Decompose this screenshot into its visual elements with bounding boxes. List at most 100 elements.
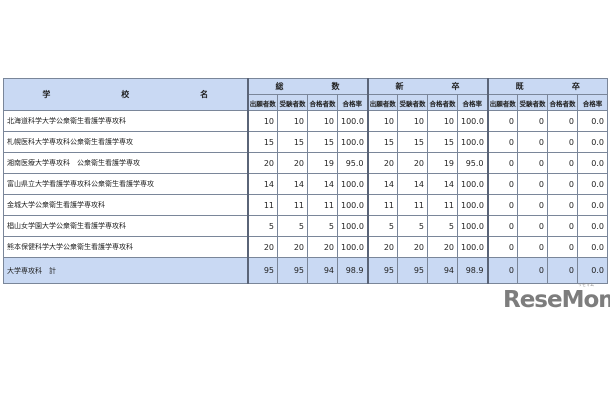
value-cell: 5: [277, 215, 308, 237]
value-cell: 0.0: [577, 194, 608, 216]
value-cell: 95: [397, 257, 428, 284]
value-cell: 14: [366, 173, 398, 195]
value-cell: 100.0: [457, 194, 488, 216]
value-cell: 10: [397, 110, 428, 132]
value-cell: 11: [366, 194, 398, 216]
value-cell: 100.0: [457, 110, 488, 132]
school-name: 湘南医療大学専攻科 公衆衛生看護学専攻: [3, 152, 248, 174]
subcolumn-header: 受験者数: [517, 94, 548, 111]
value-cell: 19: [427, 152, 458, 174]
subcolumn-header: 合格者数: [427, 94, 458, 111]
total-row: 大学専攻科 計 95 95 94 98.9 95 95 94 98.9 0 0 0 0.0: [3, 257, 608, 284]
table-row: 北海道科学大学公衆衛生看護学専攻科 10 10 10 100.0 10 10 10 100.0 0…: [3, 110, 608, 132]
header-char: 名: [200, 90, 209, 99]
value-cell: 5: [366, 215, 398, 237]
value-cell: 0: [517, 236, 548, 258]
value-cell: 100.0: [457, 236, 488, 258]
value-cell: 20: [277, 152, 308, 174]
value-cell: 0: [517, 152, 548, 174]
value-cell: 100.0: [337, 194, 368, 216]
table-row: 札幌医科大学専攻科公衆衛生看護学専攻 15 15 15 100.0 15 15 15 100.0…: [3, 131, 608, 153]
subcolumn-header: 合格者数: [547, 94, 578, 111]
value-cell: 0.0: [577, 110, 608, 132]
value-cell: 11: [427, 194, 458, 216]
value-cell: 5: [427, 215, 458, 237]
value-cell: 0.0: [577, 215, 608, 237]
value-cell: 0: [547, 173, 578, 195]
value-cell: 0: [517, 257, 548, 284]
header-char: 学: [42, 90, 51, 99]
table-row: 椙山女学園大学公衆衛生看護学専攻科 5 5 5 100.0 5 5 5 100.0 0 0 0 0.0: [3, 215, 608, 237]
group-total-header: 総数: [246, 78, 368, 95]
value-cell: 94: [427, 257, 458, 284]
value-cell: 0: [547, 215, 578, 237]
school-name: 金城大学公衆衛生看護学専攻科: [3, 194, 248, 216]
value-cell: 14: [277, 173, 308, 195]
value-cell: 98.9: [457, 257, 488, 284]
value-cell: 0: [547, 110, 578, 132]
value-cell: 0: [486, 215, 518, 237]
value-cell: 10: [366, 110, 398, 132]
group-past-grad-header: 既卒: [486, 78, 608, 95]
value-cell: 95: [366, 257, 398, 284]
school-name: 熊本保健科学大学公衆衛生看護学専攻科: [3, 236, 248, 258]
value-cell: 0.0: [577, 173, 608, 195]
value-cell: 98.9: [337, 257, 368, 284]
value-cell: 95: [277, 257, 308, 284]
subcolumn-header: 合格率: [337, 94, 368, 111]
header-row-groups: 学 校 名 総数 新卒 既卒: [3, 78, 608, 111]
table-row: 金城大学公衆衛生看護学専攻科 11 11 11 100.0 11 11 11 100.0 0 0 0 0…: [3, 194, 608, 216]
value-cell: 100.0: [337, 110, 368, 132]
school-name: 椙山女学園大学公衆衛生看護学専攻科: [3, 215, 248, 237]
value-cell: 95: [246, 257, 278, 284]
school-name-header: 学 校 名: [3, 78, 248, 111]
subcolumn-header: 受験者数: [397, 94, 428, 111]
value-cell: 20: [366, 236, 398, 258]
value-cell: 20: [277, 236, 308, 258]
value-cell: 0: [547, 131, 578, 153]
value-cell: 0: [547, 257, 578, 284]
value-cell: 15: [277, 131, 308, 153]
value-cell: 20: [246, 236, 278, 258]
value-cell: 100.0: [457, 131, 488, 153]
value-cell: 10: [427, 110, 458, 132]
value-cell: 14: [397, 173, 428, 195]
value-cell: 100.0: [337, 173, 368, 195]
value-cell: 0: [547, 152, 578, 174]
value-cell: 100.0: [337, 131, 368, 153]
value-cell: 15: [427, 131, 458, 153]
value-cell: 20: [246, 152, 278, 174]
value-cell: 19: [307, 152, 338, 174]
subcolumn-header: 合格率: [457, 94, 488, 111]
value-cell: 0: [486, 152, 518, 174]
value-cell: 11: [246, 194, 278, 216]
value-cell: 10: [277, 110, 308, 132]
value-cell: 14: [307, 173, 338, 195]
value-cell: 5: [397, 215, 428, 237]
value-cell: 0.0: [577, 257, 608, 284]
value-cell: 14: [246, 173, 278, 195]
subcolumn-header: 出願者数: [366, 94, 398, 111]
value-cell: 100.0: [337, 215, 368, 237]
value-cell: 0.0: [577, 236, 608, 258]
value-cell: 11: [397, 194, 428, 216]
value-cell: 20: [427, 236, 458, 258]
value-cell: 0.0: [577, 152, 608, 174]
value-cell: 0: [486, 236, 518, 258]
table-row: 富山県立大学看護学専攻科公衆衛生看護学専攻 14 14 14 100.0 14 14 14 10…: [3, 173, 608, 195]
resemom-logo: ReseMom: [503, 287, 610, 313]
school-name: 札幌医科大学専攻科公衆衛生看護学専攻: [3, 131, 248, 153]
subcolumn-header: 合格者数: [307, 94, 338, 111]
value-cell: 10: [307, 110, 338, 132]
value-cell: 100.0: [337, 236, 368, 258]
table-row: 湘南医療大学専攻科 公衆衛生看護学専攻 20 20 19 95.0 20 20 19 95.0 0…: [3, 152, 608, 174]
value-cell: 0: [486, 131, 518, 153]
value-cell: 15: [397, 131, 428, 153]
subcolumn-header: 合格率: [577, 94, 608, 111]
value-cell: 0.0: [577, 131, 608, 153]
value-cell: 0: [486, 173, 518, 195]
value-cell: 95.0: [457, 152, 488, 174]
value-cell: 15: [307, 131, 338, 153]
value-cell: 5: [307, 215, 338, 237]
value-cell: 15: [246, 131, 278, 153]
